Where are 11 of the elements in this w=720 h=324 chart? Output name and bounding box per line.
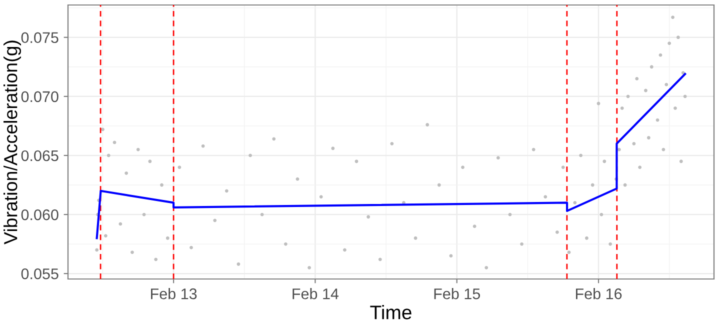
x-tick-label: Feb 15 bbox=[434, 288, 480, 300]
x-axis-title: Time bbox=[370, 305, 412, 320]
x-tick-label: Feb 16 bbox=[576, 288, 622, 300]
y-tick-label: 0.055 bbox=[21, 268, 58, 280]
y-axis-title: Vibration/Acceleration(g) bbox=[4, 40, 21, 244]
x-tick-label: Feb 13 bbox=[151, 288, 197, 300]
y-tick-label: 0.070 bbox=[21, 91, 58, 102]
y-tick-label: 0.060 bbox=[21, 209, 58, 220]
x-tick-label: Feb 14 bbox=[292, 288, 339, 300]
y-tick-label: 0.075 bbox=[21, 32, 58, 44]
y-tick-label: 0.065 bbox=[21, 150, 58, 162]
